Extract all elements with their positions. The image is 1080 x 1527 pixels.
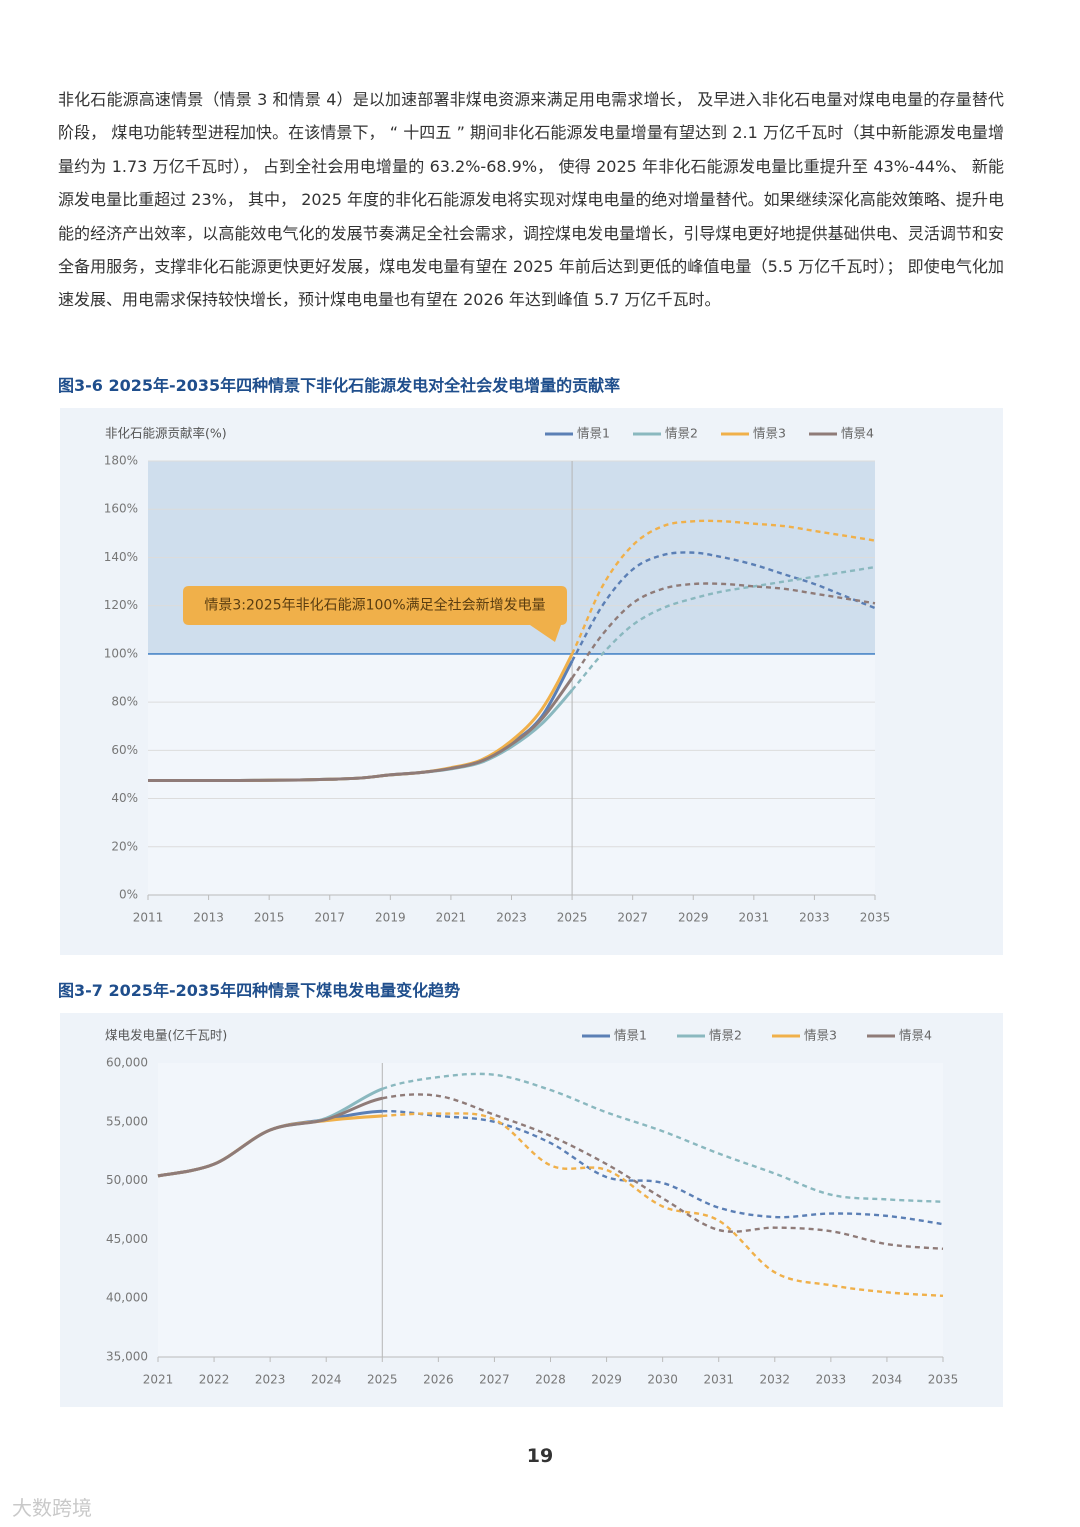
y-tick-label: 35,000 (106, 1350, 148, 1364)
y-tick-label: 180% (104, 454, 138, 468)
y-tick-label: 120% (104, 598, 138, 612)
y-tick-label: 100% (104, 646, 138, 660)
series-line (157, 1096, 383, 1178)
series-line-forecast (571, 551, 876, 662)
legend-label: 情景4 (899, 1028, 932, 1043)
y-tick-label: 160% (104, 502, 138, 516)
x-tick-label: 2017 (314, 911, 345, 925)
x-tick-label: 2013 (193, 911, 224, 925)
x-tick-label: 2024 (311, 1373, 342, 1387)
x-tick-label: 2028 (535, 1373, 566, 1387)
chart: 35,000 40,000 45,000 50,000 55,000 60,000 2021… (105, 1028, 959, 1387)
x-tick-label: 2023 (496, 911, 527, 925)
x-tick-label: 2011 (133, 911, 164, 925)
x-tick-label: 2030 (647, 1373, 678, 1387)
figure-caption: 图3-6 2025年-2035年四种情景下非化石能源发电对全社会发电增量的贡献率 (58, 376, 621, 395)
legend-label: 情景1 (577, 426, 610, 441)
x-tick-label: 2033 (799, 911, 830, 925)
x-tick-label: 2029 (591, 1373, 622, 1387)
x-tick-label: 2025 (367, 1373, 398, 1387)
x-tick-label: 2023 (255, 1373, 286, 1387)
x-tick-label: 2022 (199, 1373, 230, 1387)
page-number: 19 (526, 1445, 554, 1467)
x-tick-label: 2031 (703, 1373, 734, 1387)
y-tick-label: 55,000 (106, 1114, 148, 1128)
y-tick-label: 140% (104, 550, 138, 564)
x-tick-label: 2021 (143, 1373, 174, 1387)
x-tick-label: 2021 (436, 911, 467, 925)
x-tick-label: 2032 (760, 1373, 791, 1387)
x-tick-label: 2019 (375, 911, 406, 925)
y-axis-label: 非化石能源贡献率(%) (105, 426, 227, 441)
y-tick-label: 60% (111, 743, 138, 757)
legend-label: 情景3 (804, 1028, 837, 1043)
x-tick-label: 2029 (678, 911, 709, 925)
x-tick-label: 2027 (617, 911, 648, 925)
y-tick-label: 45,000 (106, 1232, 148, 1246)
chart: 0% 20% 40% 60% 80% 100% 120% 140% 160% 180% 2011 20… (104, 426, 891, 925)
y-tick-label: 40% (111, 791, 138, 805)
legend-label: 情景4 (841, 426, 874, 441)
plot-area (158, 1063, 943, 1357)
chart-panel: 35,000 40,000 45,000 50,000 55,000 60,000 2021… (60, 1013, 1003, 1407)
annotation-box (183, 586, 567, 642)
y-tick-label: 50,000 (106, 1173, 148, 1187)
paragraph: 非化石能源高速情景（情景 3 和情景 4）是以加速部署非煤电资源来满足用电需求增… (58, 90, 1004, 310)
series-line (148, 677, 574, 782)
y-tick-label: 40,000 (106, 1291, 148, 1305)
series-line-forecast (382, 1093, 944, 1251)
x-tick-label: 2025 (557, 911, 588, 925)
legend-label: 情景2 (665, 426, 698, 441)
x-tick-label: 2015 (254, 911, 285, 925)
figure-caption: 图3-7 2025年-2035年四种情景下煤电发电量变化趋势 (58, 981, 461, 1000)
series-line-forecast (571, 582, 876, 679)
x-tick-label: 2035 (928, 1373, 959, 1387)
x-tick-label: 2026 (423, 1373, 454, 1387)
chart-panel: 0% 20% 40% 60% 80% 100% 120% 140% 160% 180% 2011 20… (60, 408, 1003, 955)
legend-label: 情景2 (709, 1028, 742, 1043)
annotation: 情景3:2025年非化石能源100%满足全社会新增发电量 (204, 597, 545, 614)
y-axis-label: 煤电发电量(亿千瓦时) (105, 1028, 227, 1043)
series-line-forecast (381, 1072, 944, 1203)
series-line-forecast (382, 1112, 944, 1298)
y-tick-label: 60,000 (106, 1056, 148, 1070)
x-tick-label: 2035 (860, 911, 891, 925)
y-tick-label: 80% (111, 695, 138, 709)
legend-label: 情景3 (753, 426, 786, 441)
y-tick-label: 0% (119, 888, 138, 902)
watermark: 大数跨境 (12, 1496, 92, 1520)
x-tick-label: 2033 (816, 1373, 847, 1387)
x-tick-label: 2031 (739, 911, 770, 925)
x-tick-label: 2027 (479, 1373, 510, 1387)
legend-label: 情景1 (614, 1028, 647, 1043)
y-tick-label: 20% (111, 839, 138, 853)
x-tick-label: 2034 (872, 1373, 903, 1387)
